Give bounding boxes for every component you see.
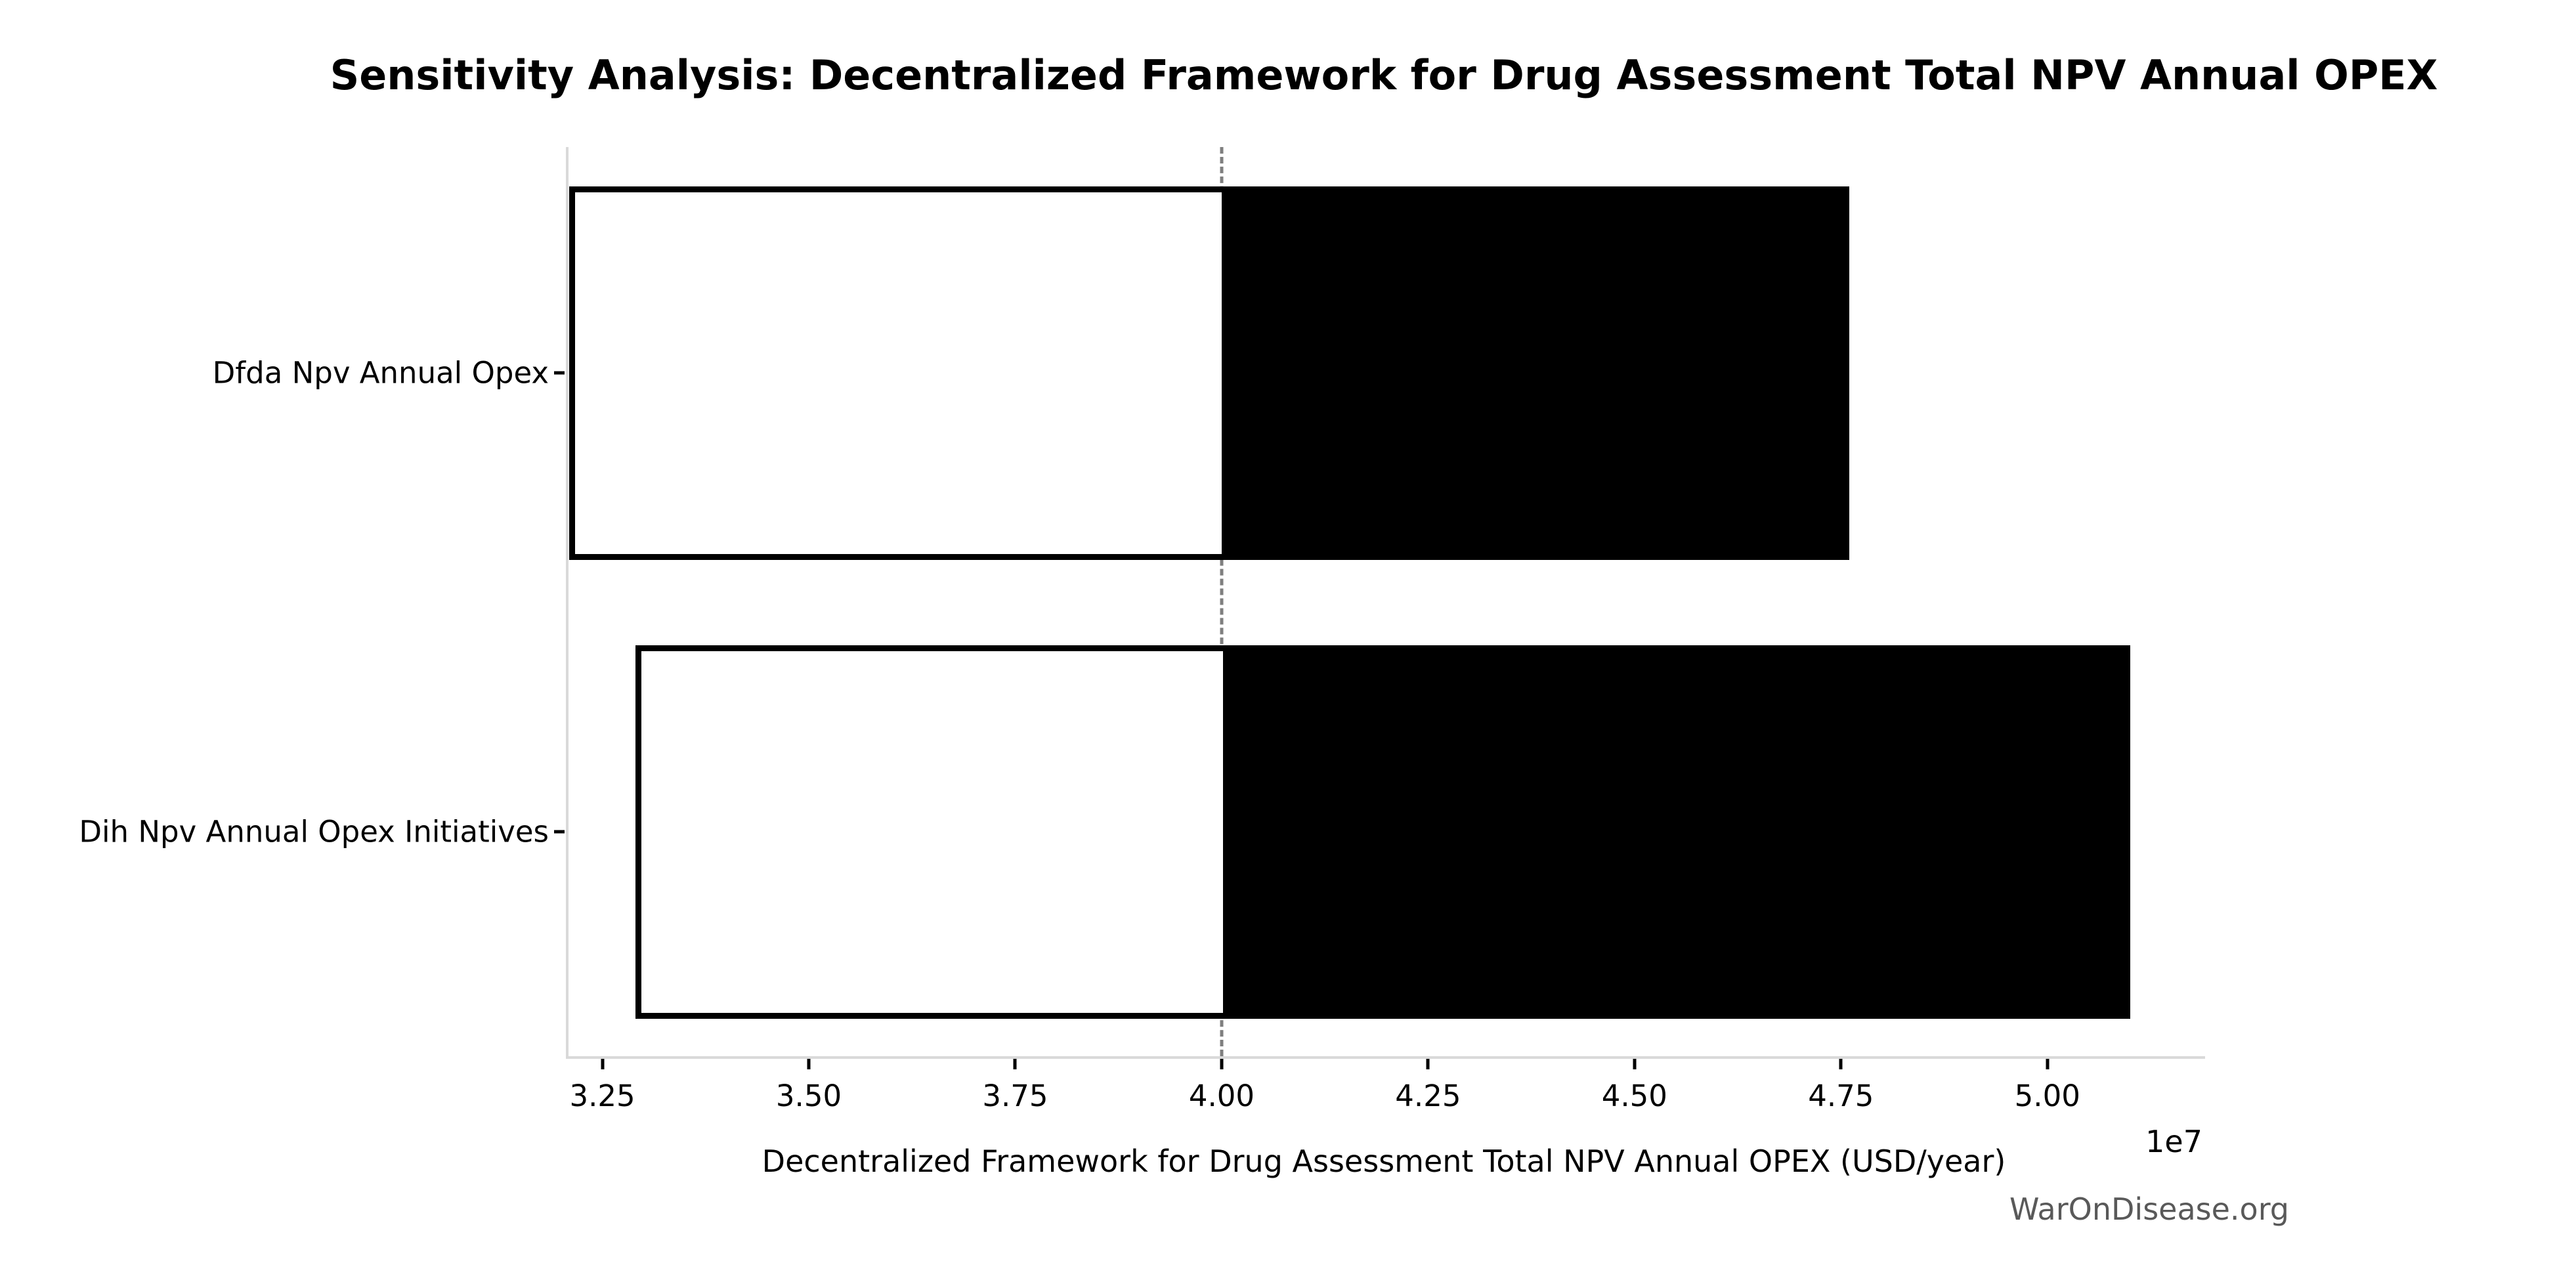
- x-tick-label: 4.50: [1601, 1079, 1667, 1113]
- tornado-bar-1: [635, 645, 2130, 1019]
- x-tick: [1426, 1059, 1430, 1069]
- y-tick-label: Dih Npv Annual Opex Initiatives: [79, 814, 549, 849]
- baseline-dashed-line: [1220, 147, 1224, 1056]
- y-tick: [554, 371, 565, 375]
- x-tick-label: 4.00: [1188, 1079, 1255, 1113]
- tornado-bar-0: [569, 186, 1849, 560]
- x-tick: [1633, 1059, 1637, 1069]
- x-tick: [807, 1059, 811, 1069]
- plot-area: Dfda Npv Annual Opex Dih Npv Annual Opex …: [79, 147, 2205, 1113]
- x-tick-label: 5.00: [2014, 1079, 2080, 1113]
- x-tick-label: 4.25: [1395, 1079, 1461, 1113]
- x-tick-label: 3.75: [982, 1079, 1048, 1113]
- y-tick: [554, 830, 565, 834]
- x-tick: [1013, 1059, 1017, 1069]
- bar-high-segment: [1222, 651, 2124, 1013]
- bar-high-segment: [1221, 192, 1843, 554]
- x-tick-label: 3.50: [775, 1079, 842, 1113]
- axis-offset-label: 1e7: [2145, 1124, 2202, 1159]
- x-tick: [2046, 1059, 2050, 1069]
- y-tick-label: Dfda Npv Annual Opex: [212, 355, 549, 391]
- x-axis-label: Decentralized Framework for Drug Assessm…: [762, 1144, 2006, 1179]
- x-tick-label: 3.25: [569, 1079, 635, 1113]
- x-tick: [1839, 1059, 1843, 1069]
- x-tick: [601, 1059, 605, 1069]
- chart-title: Sensitivity Analysis: Decentralized Fram…: [330, 51, 2438, 99]
- watermark-text: WarOnDisease.org: [2009, 1191, 2289, 1227]
- x-tick: [1220, 1059, 1224, 1069]
- x-tick-label: 4.75: [1808, 1079, 1874, 1113]
